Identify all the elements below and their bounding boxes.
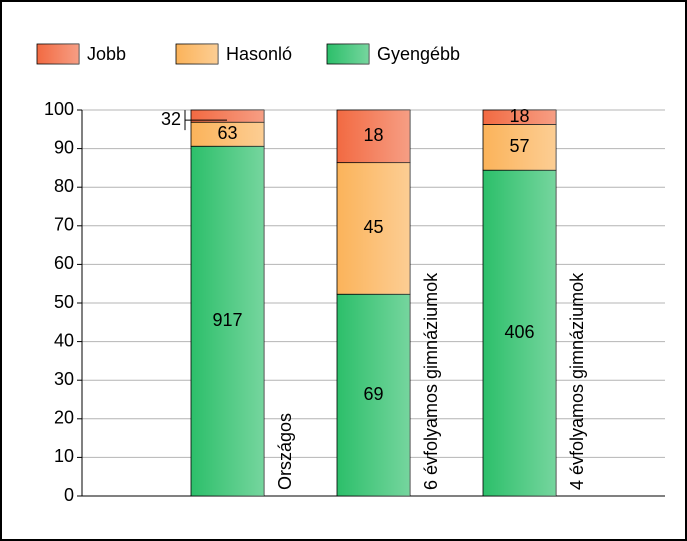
legend-label: Jobb (87, 44, 126, 64)
data-label: 406 (504, 322, 534, 342)
bar-shine (483, 124, 556, 171)
data-label: 18 (509, 106, 529, 126)
bar-shine (337, 110, 410, 163)
y-tick-label: 80 (54, 176, 74, 196)
y-tick-label: 100 (44, 99, 74, 119)
y-tick-label: 90 (54, 137, 74, 157)
x-tick-label: Országos (275, 413, 295, 490)
y-tick-label: 30 (54, 369, 74, 389)
data-label: 18 (363, 125, 383, 145)
data-label: 917 (212, 310, 242, 330)
legend-swatch-shine (176, 44, 218, 64)
legend-label: Hasonló (226, 44, 292, 64)
data-label: 57 (509, 136, 529, 156)
bar-shine (191, 110, 264, 123)
bar-shine (191, 122, 264, 147)
x-tick-label: 6 évfolyamos gimnáziumok (421, 272, 441, 490)
y-tick-label: 40 (54, 330, 74, 350)
y-tick-label: 10 (54, 446, 74, 466)
x-tick-label: 4 évfolyamos gimnáziumok (567, 272, 587, 490)
y-tick-label: 0 (64, 485, 74, 505)
legend-swatch-shine (327, 44, 369, 64)
data-label: 63 (217, 123, 237, 143)
data-label: 32 (161, 109, 181, 129)
y-tick-label: 60 (54, 253, 74, 273)
y-tick-label: 70 (54, 215, 74, 235)
bar-shine (337, 162, 410, 295)
bar-shine (191, 146, 264, 497)
bar-shine (337, 294, 410, 496)
y-tick-label: 20 (54, 408, 74, 428)
data-label: 45 (363, 217, 383, 237)
bar-shine (483, 170, 556, 496)
legend-swatch-shine (37, 44, 79, 64)
bar-shine (483, 110, 556, 125)
data-label: 69 (363, 384, 383, 404)
legend-label: Gyengébb (377, 44, 460, 64)
y-tick-label: 50 (54, 292, 74, 312)
